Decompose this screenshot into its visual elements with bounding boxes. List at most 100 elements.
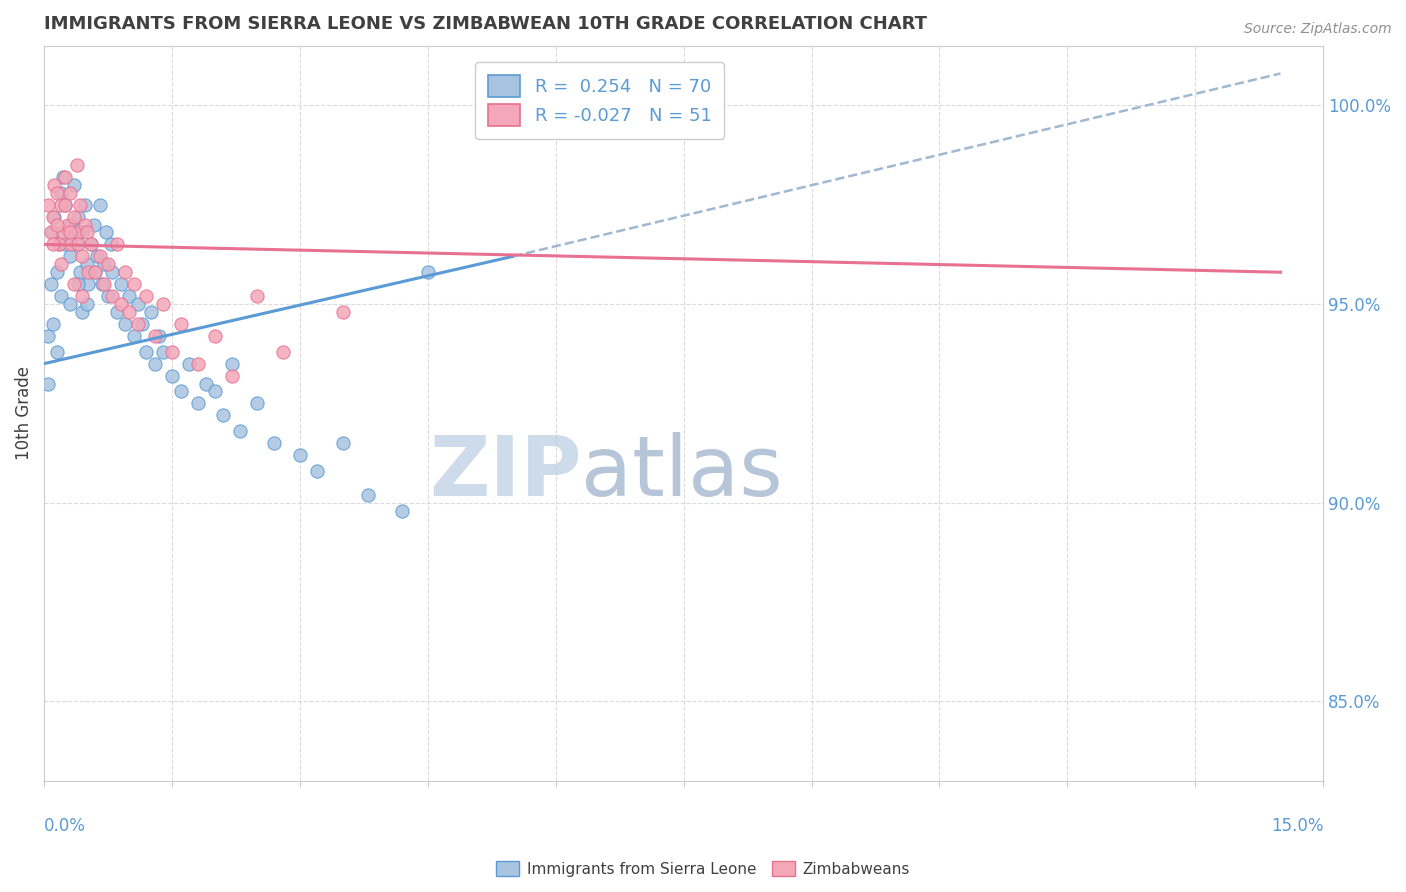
Point	[56, 218, 79, 232]
Point	[76, 297, 98, 311]
Point	[105, 305, 128, 319]
Text: Source: ZipAtlas.com: Source: ZipAtlas.com	[1244, 22, 1392, 37]
Point	[65, 158, 87, 172]
Point	[59, 297, 82, 311]
Point	[65, 237, 87, 252]
Point	[60, 218, 83, 232]
Point	[114, 265, 136, 279]
Point	[160, 368, 183, 383]
Point	[246, 396, 269, 410]
Point	[63, 226, 86, 240]
Point	[97, 289, 120, 303]
Point	[148, 328, 170, 343]
Point	[332, 305, 354, 319]
Point	[263, 436, 285, 450]
Point	[246, 289, 269, 303]
Point	[122, 328, 145, 343]
Point	[416, 265, 439, 279]
Point	[41, 317, 63, 331]
Point	[177, 357, 200, 371]
Point	[72, 226, 94, 240]
Point	[204, 328, 226, 343]
Point	[45, 186, 67, 200]
Point	[67, 277, 90, 292]
Point	[37, 197, 59, 211]
Point	[305, 464, 328, 478]
Point	[51, 289, 73, 303]
Point	[45, 265, 67, 279]
Text: 15.0%: 15.0%	[1271, 817, 1323, 835]
Point	[357, 488, 380, 502]
Point	[93, 257, 115, 271]
Point	[76, 257, 98, 271]
Point	[204, 384, 226, 399]
Point	[93, 277, 115, 292]
Point	[77, 265, 100, 279]
Point	[69, 265, 91, 279]
Point	[51, 186, 73, 200]
Point	[110, 277, 132, 292]
Point	[63, 178, 86, 192]
Point	[76, 226, 98, 240]
Point	[37, 328, 59, 343]
Point	[100, 237, 122, 252]
Point	[73, 197, 96, 211]
Point	[97, 257, 120, 271]
Point	[72, 249, 94, 263]
Point	[84, 265, 107, 279]
Point	[118, 289, 141, 303]
Point	[89, 249, 111, 263]
Point	[55, 237, 77, 252]
Point	[91, 277, 114, 292]
Point	[139, 305, 162, 319]
Text: atlas: atlas	[581, 432, 783, 513]
Point	[110, 297, 132, 311]
Point	[41, 226, 63, 240]
Point	[105, 237, 128, 252]
Point	[127, 297, 149, 311]
Point	[41, 237, 63, 252]
Point	[169, 384, 191, 399]
Point	[52, 226, 75, 240]
Point	[212, 409, 235, 423]
Point	[127, 317, 149, 331]
Point	[187, 396, 209, 410]
Point	[169, 317, 191, 331]
Point	[51, 257, 73, 271]
Point	[69, 197, 91, 211]
Point	[39, 226, 62, 240]
Point	[271, 344, 294, 359]
Point	[94, 226, 117, 240]
Point	[45, 218, 67, 232]
Point	[143, 357, 166, 371]
Point	[37, 376, 59, 391]
Point	[101, 265, 124, 279]
Point	[86, 249, 108, 263]
Point	[80, 237, 103, 252]
Point	[55, 197, 77, 211]
Text: 0.0%: 0.0%	[44, 817, 86, 835]
Point	[63, 277, 86, 292]
Point	[114, 317, 136, 331]
Point	[60, 237, 83, 252]
Point	[45, 344, 67, 359]
Point	[59, 186, 82, 200]
Text: ZIP: ZIP	[429, 432, 581, 513]
Point	[131, 317, 153, 331]
Point	[67, 237, 90, 252]
Point	[152, 344, 174, 359]
Point	[135, 344, 157, 359]
Point	[221, 357, 243, 371]
Point	[160, 344, 183, 359]
Point	[101, 289, 124, 303]
Point	[67, 226, 90, 240]
Text: IMMIGRANTS FROM SIERRA LEONE VS ZIMBABWEAN 10TH GRADE CORRELATION CHART: IMMIGRANTS FROM SIERRA LEONE VS ZIMBABWE…	[44, 15, 927, 33]
Point	[55, 169, 77, 184]
Point	[63, 210, 86, 224]
Point	[67, 210, 90, 224]
Point	[221, 368, 243, 383]
Point	[72, 305, 94, 319]
Point	[80, 237, 103, 252]
Point	[51, 197, 73, 211]
Point	[48, 237, 70, 252]
